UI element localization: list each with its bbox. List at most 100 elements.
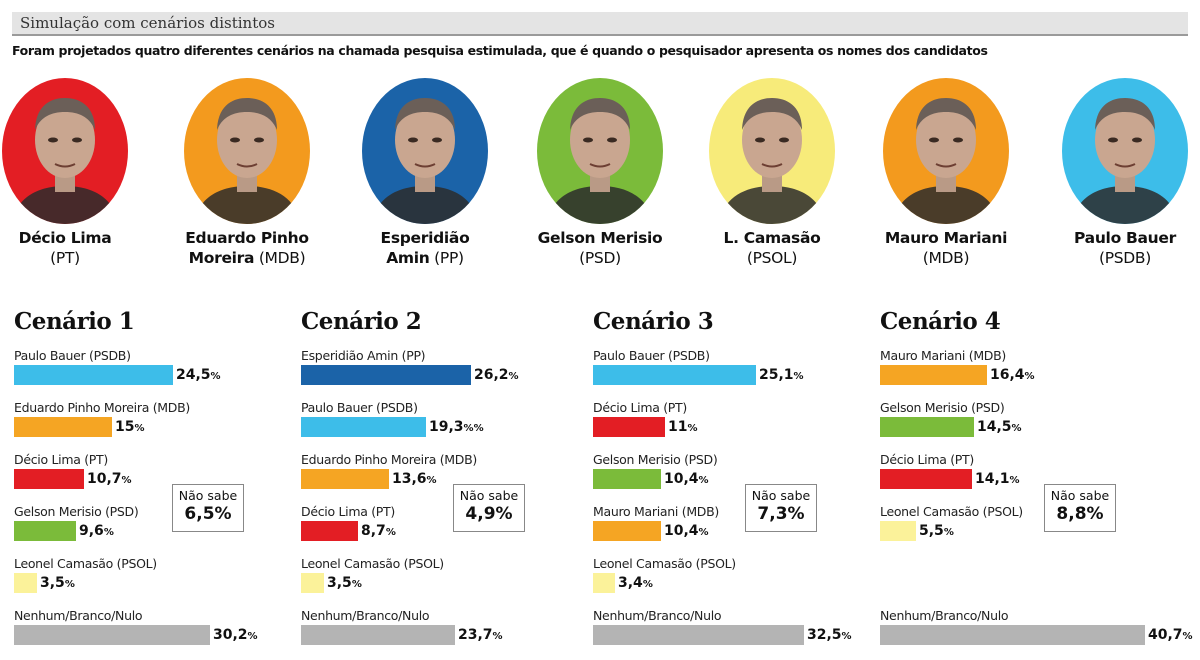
bar-row: Décio Lima (PT) 11% bbox=[593, 400, 893, 440]
bar-row: Gelson Merisio (PSD) 9,6% bbox=[14, 504, 314, 544]
scenario-panel: Cenário 3 Paulo Bauer (PSDB) 25,1% Décio Li… bbox=[593, 308, 893, 648]
bar-label: Nenhum/Branco/Nulo bbox=[593, 608, 722, 623]
candidate-photo bbox=[537, 78, 663, 224]
candidate-name-line: Moreira bbox=[188, 249, 255, 267]
bar-row: Paulo Bauer (PSDB) 25,1% bbox=[593, 348, 893, 388]
bar-value-unit: % bbox=[64, 579, 75, 590]
candidate-name: Eduardo Pinho Moreira (MDB) bbox=[167, 228, 327, 268]
bar bbox=[593, 573, 615, 593]
candidate-party: (MDB) bbox=[254, 249, 306, 267]
candidate-name-line: Décio Lima bbox=[18, 229, 112, 247]
bar-value-unit: % bbox=[1009, 475, 1020, 486]
bar-label: Nenhum/Branco/Nulo bbox=[14, 608, 143, 623]
candidate-name: Paulo Bauer (PSDB) bbox=[1045, 228, 1200, 268]
bar-row: Leonel Camasão (PSOL) 3,4% bbox=[593, 556, 893, 596]
bar bbox=[301, 521, 358, 541]
bar-label: Gelson Merisio (PSD) bbox=[593, 452, 718, 467]
bar-value-unit: % bbox=[1182, 631, 1193, 642]
candidate-name: Gelson Merisio (PSD) bbox=[520, 228, 680, 268]
candidate-party: (PSDB) bbox=[1098, 249, 1152, 267]
bar-value-number: 10,4 bbox=[664, 471, 699, 487]
bar-value-number: 24,5 bbox=[176, 367, 211, 383]
candidate-party: (PSOL) bbox=[746, 249, 798, 267]
bar-label: Paulo Bauer (PSDB) bbox=[593, 348, 710, 363]
bar-row: Nenhum/Branco/Nulo 23,7% bbox=[301, 608, 601, 648]
bar-value-unit: % bbox=[793, 371, 804, 382]
bar-value-number: 3,4 bbox=[618, 575, 643, 591]
bar-value-number: 8,7 bbox=[361, 523, 386, 539]
nao-sabe-label: Não sabe bbox=[178, 488, 238, 503]
bar-row: Paulo Bauer (PSDB) 24,5% bbox=[14, 348, 314, 388]
bar-value-number: 5,5 bbox=[919, 523, 944, 539]
candidate-photo bbox=[184, 78, 310, 224]
nao-sabe-box: Não sabe 8,8% bbox=[1044, 484, 1116, 532]
bar-value-unit: %% bbox=[463, 423, 484, 434]
bar-label: Eduardo Pinho Moreira (MDB) bbox=[14, 400, 190, 415]
bar bbox=[593, 521, 661, 541]
bar bbox=[301, 417, 426, 437]
bar bbox=[14, 365, 173, 385]
bar-value-number: 10,7 bbox=[87, 471, 122, 487]
candidate-name-line: Gelson Merisio bbox=[537, 229, 663, 247]
bar-row: Décio Lima (PT) 14,1% bbox=[880, 452, 1180, 492]
candidate-name-line: Amin bbox=[386, 249, 430, 267]
bar-label: Gelson Merisio (PSD) bbox=[14, 504, 139, 519]
bar-value-unit: % bbox=[426, 475, 437, 486]
bar-value-unit: % bbox=[385, 527, 396, 538]
bar-label: Leonel Camasão (PSOL) bbox=[301, 556, 444, 571]
bar-value-unit: % bbox=[121, 475, 132, 486]
scenario-title: Cenário 4 bbox=[880, 308, 1001, 335]
bar bbox=[14, 573, 37, 593]
bar-value: 24,5% bbox=[176, 367, 221, 383]
nao-sabe-label: Não sabe bbox=[459, 488, 519, 503]
bar bbox=[301, 469, 389, 489]
bar bbox=[880, 469, 972, 489]
bar bbox=[593, 417, 665, 437]
scenario-panel: Cenário 4 Mauro Mariani (MDB) 16,4% Gelson … bbox=[880, 308, 1193, 648]
bar bbox=[14, 469, 84, 489]
scenario-panel: Cenário 2 Esperidião Amin (PP) 26,2% Paulo … bbox=[301, 308, 601, 648]
bar-value-unit: % bbox=[1024, 371, 1035, 382]
bar bbox=[880, 417, 974, 437]
bar-value-number: 3,5 bbox=[40, 575, 65, 591]
bar-value-unit: % bbox=[351, 579, 362, 590]
bar-row: Nenhum/Branco/Nulo 40,7% bbox=[880, 608, 1193, 648]
candidate-photo bbox=[1062, 78, 1188, 224]
bar-value-number: 32,5 bbox=[807, 627, 842, 643]
candidate-name: Mauro Mariani (MDB) bbox=[866, 228, 1026, 268]
bar-value-number: 11 bbox=[668, 419, 688, 435]
bar-row: Gelson Merisio (PSD) 14,5% bbox=[880, 400, 1180, 440]
bar-value-number: 10,4 bbox=[664, 523, 699, 539]
header-bar: Simulação com cenários distintos bbox=[12, 12, 1188, 36]
bar-value: 5,5% bbox=[919, 523, 954, 539]
candidate-party: (PP) bbox=[429, 249, 464, 267]
scenario-panel: Cenário 1 Paulo Bauer (PSDB) 24,5% Eduardo … bbox=[14, 308, 314, 648]
bar-value-number: 15 bbox=[115, 419, 135, 435]
candidate-photo bbox=[362, 78, 488, 224]
nao-sabe-value: 6,5% bbox=[184, 504, 232, 524]
bar-value: 30,2% bbox=[213, 627, 258, 643]
bar-label: Leonel Camasão (PSOL) bbox=[880, 504, 1023, 519]
nao-sabe-value: 4,9% bbox=[465, 504, 513, 524]
nao-sabe-box: Não sabe 4,9% bbox=[453, 484, 525, 532]
bar-value: 10,4% bbox=[664, 471, 709, 487]
bar-row: Paulo Bauer (PSDB) 19,3%% bbox=[301, 400, 601, 440]
bar-value-number: 14,1 bbox=[975, 471, 1010, 487]
bar-value-number: 25,1 bbox=[759, 367, 794, 383]
candidate-name-line: Paulo Bauer bbox=[1074, 229, 1176, 247]
bar-value-unit: % bbox=[247, 631, 258, 642]
bar-value: 26,2% bbox=[474, 367, 519, 383]
bar bbox=[880, 365, 987, 385]
bar-value-number: 26,2 bbox=[474, 367, 509, 383]
bar-value-unit: % bbox=[642, 579, 653, 590]
candidate-name-line: L. Camasão bbox=[723, 229, 821, 247]
bar-row: Mauro Mariani (MDB) 10,4% bbox=[593, 504, 893, 544]
bar-label: Mauro Mariani (MDB) bbox=[880, 348, 1006, 363]
bar-value: 11% bbox=[668, 419, 698, 435]
bar-row: Gelson Merisio (PSD) 10,4% bbox=[593, 452, 893, 492]
bar bbox=[880, 521, 916, 541]
candidate-name: L. Camasão (PSOL) bbox=[692, 228, 852, 268]
bar-value-unit: % bbox=[841, 631, 852, 642]
bar-value-number: 16,4 bbox=[990, 367, 1025, 383]
bar-value: 23,7% bbox=[458, 627, 503, 643]
